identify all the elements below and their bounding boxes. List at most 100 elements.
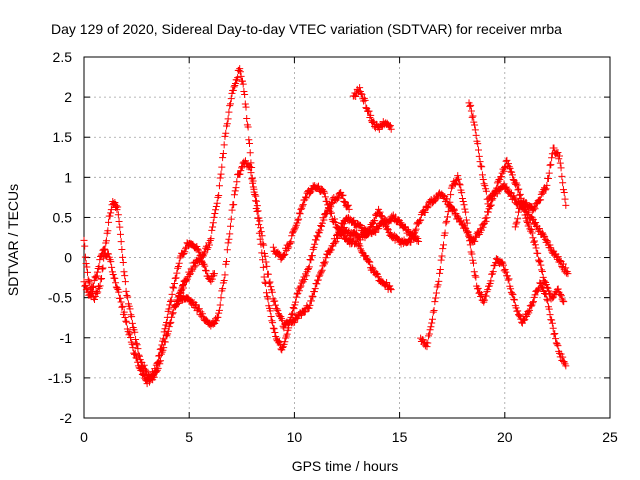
data-point xyxy=(427,323,435,331)
data-point xyxy=(280,324,288,332)
data-point xyxy=(305,265,313,273)
data-point xyxy=(131,328,139,336)
data-point xyxy=(281,250,289,258)
data-point xyxy=(365,257,373,265)
data-point xyxy=(179,284,187,292)
data-point xyxy=(327,246,335,254)
data-point xyxy=(165,305,173,313)
data-point xyxy=(134,358,142,366)
data-point xyxy=(331,219,339,227)
data-point xyxy=(511,195,519,203)
data-point xyxy=(436,269,444,277)
data-point xyxy=(554,342,562,350)
data-point xyxy=(512,220,520,228)
data-point xyxy=(116,230,124,238)
data-point xyxy=(269,324,277,332)
data-point xyxy=(228,206,236,214)
data-point xyxy=(264,270,272,278)
data-point xyxy=(513,181,521,189)
data-point xyxy=(509,175,517,183)
data-point xyxy=(119,253,127,261)
data-point xyxy=(368,263,376,271)
data-point xyxy=(117,238,125,246)
x-tick-label: 20 xyxy=(497,429,513,445)
data-point xyxy=(113,284,121,292)
data-point xyxy=(299,201,307,209)
data-point xyxy=(561,195,569,203)
data-point xyxy=(428,319,436,327)
data-point xyxy=(295,209,303,217)
data-point xyxy=(249,183,257,191)
data-point xyxy=(412,225,420,233)
data-point xyxy=(443,195,451,203)
satellite-track-9 xyxy=(465,99,568,306)
data-point xyxy=(545,305,553,313)
data-point xyxy=(553,340,561,348)
data-point xyxy=(530,203,538,211)
data-point xyxy=(481,182,489,190)
data-point xyxy=(223,257,231,265)
data-point xyxy=(302,272,310,280)
data-point xyxy=(564,270,572,278)
data-point xyxy=(138,371,146,379)
data-point xyxy=(91,273,99,281)
data-point xyxy=(556,349,564,357)
data-point xyxy=(511,196,519,204)
data-point xyxy=(245,136,253,144)
data-point xyxy=(470,259,478,267)
data-point xyxy=(271,301,279,309)
data-point xyxy=(256,224,264,232)
data-point xyxy=(120,268,128,276)
y-tick-label: 1 xyxy=(64,169,72,185)
data-point xyxy=(201,262,209,270)
data-point xyxy=(82,281,90,289)
data-point xyxy=(216,301,224,309)
data-point xyxy=(166,301,174,309)
data-point xyxy=(445,203,453,211)
data-point xyxy=(552,335,560,343)
data-point xyxy=(529,234,537,242)
data-point xyxy=(527,225,535,233)
data-point xyxy=(482,292,490,300)
data-point xyxy=(258,232,266,240)
data-point xyxy=(471,237,479,245)
data-point xyxy=(134,345,142,353)
data-point xyxy=(505,163,513,171)
data-point xyxy=(516,190,524,198)
data-point xyxy=(458,189,466,197)
data-point xyxy=(434,281,442,289)
data-point xyxy=(556,256,564,264)
data-point xyxy=(111,199,119,207)
data-point xyxy=(497,173,505,181)
data-point xyxy=(504,160,512,168)
x-tick-label: 10 xyxy=(287,429,303,445)
data-point xyxy=(443,213,451,221)
data-point xyxy=(198,310,206,318)
data-point xyxy=(361,96,369,104)
data-point xyxy=(283,330,291,338)
data-point xyxy=(240,87,248,95)
data-point xyxy=(373,269,381,277)
data-point xyxy=(474,284,482,292)
data-point xyxy=(105,218,113,226)
data-point xyxy=(368,223,376,231)
data-point xyxy=(542,185,550,193)
data-point xyxy=(263,262,271,270)
data-point xyxy=(83,284,91,292)
y-tick-label: 0 xyxy=(64,250,72,266)
data-point xyxy=(309,293,317,301)
data-point xyxy=(513,218,521,226)
data-point xyxy=(544,284,552,292)
data-point xyxy=(450,205,458,213)
data-point xyxy=(554,285,562,293)
data-point xyxy=(210,270,218,278)
data-point xyxy=(557,292,565,300)
data-point xyxy=(409,233,417,241)
data-point xyxy=(493,179,501,187)
data-point xyxy=(165,323,173,331)
data-point xyxy=(463,219,471,227)
data-point xyxy=(559,179,567,187)
data-point xyxy=(317,268,325,276)
data-point xyxy=(119,302,127,310)
data-point xyxy=(265,279,273,287)
